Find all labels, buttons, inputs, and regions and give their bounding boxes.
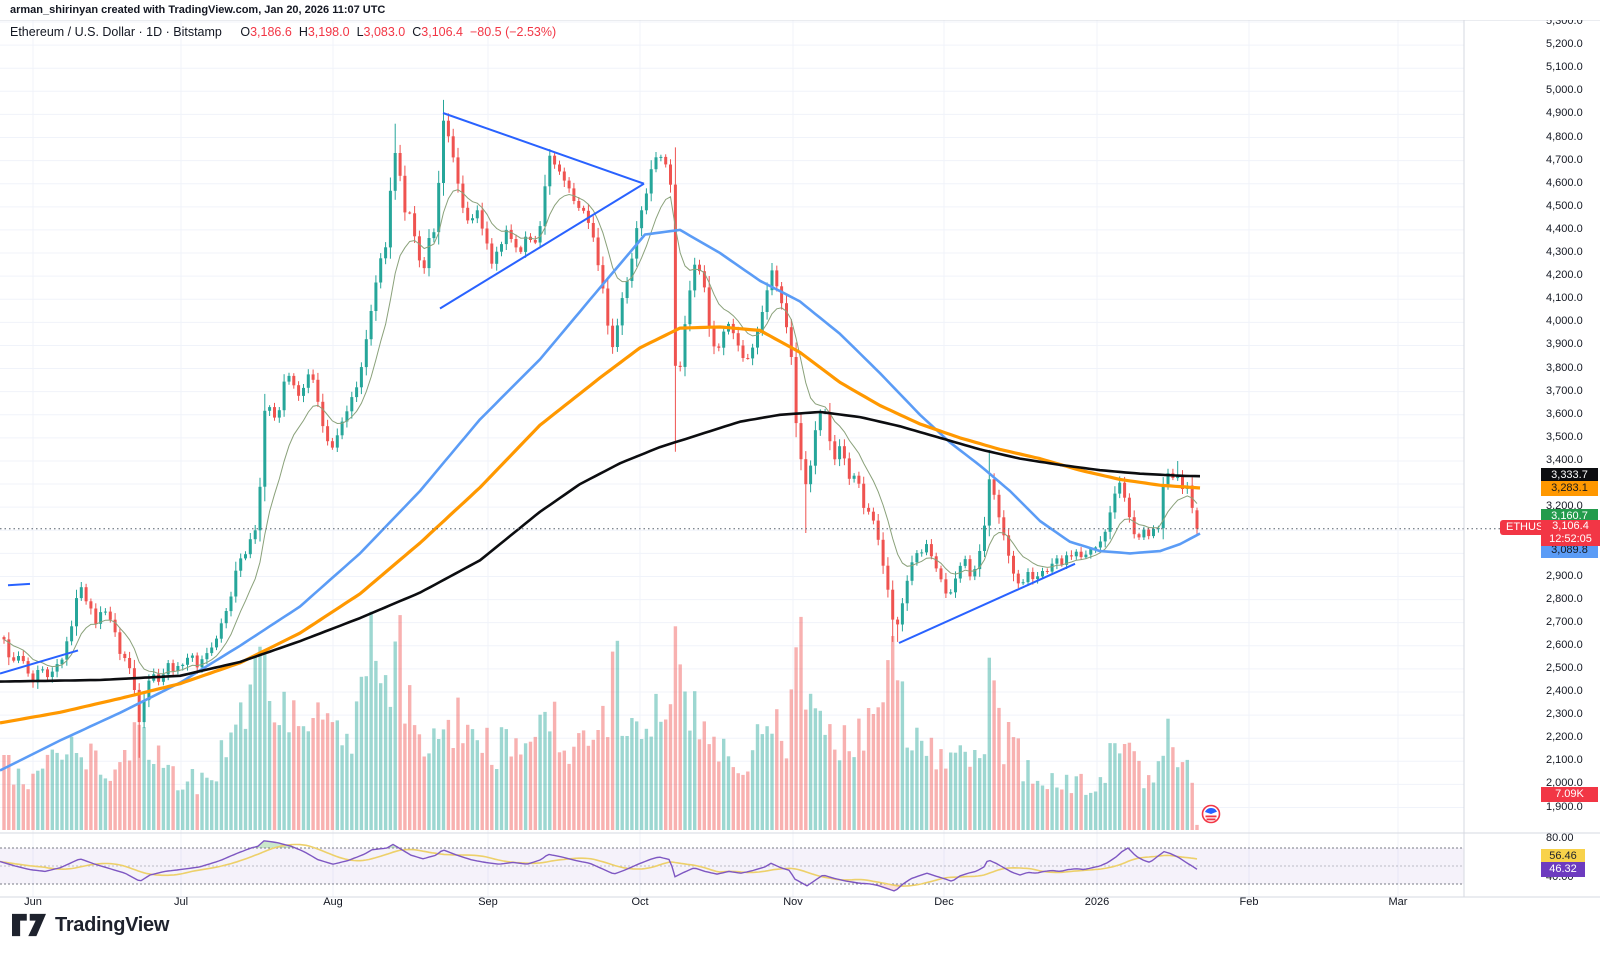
close-value: 3,106.4	[421, 25, 463, 39]
low-value: 3,083.0	[363, 25, 406, 39]
time-tick-label-dec: Dec	[934, 896, 954, 908]
price-tick-label: 4,700.0	[1546, 153, 1583, 166]
high-value: 3,198.0	[307, 25, 350, 39]
open-value: 3,186.6	[250, 25, 292, 39]
left-edge-segment-b	[7, 582, 31, 587]
time-tick-label-oct: Oct	[631, 896, 649, 908]
high-label: H	[298, 25, 308, 39]
time-tick-label-sep: Sep	[478, 896, 498, 908]
price-tick-label: 4,400.0	[1546, 222, 1583, 235]
close-label: C	[412, 25, 422, 39]
time-tick-label-mar: Mar	[1388, 896, 1408, 908]
price-tick-label: 2,100.0	[1546, 754, 1583, 767]
triangle-lower	[439, 182, 645, 310]
open-label: O	[240, 25, 251, 39]
current-price-value: 3,106.4	[1552, 520, 1589, 532]
ma-fast-price-label: 3,160.7	[1541, 508, 1598, 524]
ascending-support	[898, 562, 1076, 644]
price-tick-label: 3,500.0	[1546, 430, 1583, 443]
series-end-badge-icon	[1201, 804, 1221, 824]
rsi-tick-label: 80.00	[1546, 832, 1574, 844]
price-tick-label: 3,600.0	[1546, 407, 1583, 420]
price-tick-label: 5,000.0	[1546, 84, 1583, 97]
ma-50-price-label: 3,089.8	[1541, 542, 1598, 558]
price-tick-label: 3,700.0	[1546, 384, 1583, 397]
left-edge-segment-a	[0, 649, 79, 675]
price-tick-label: 4,000.0	[1546, 315, 1583, 328]
time-tick-label-aug: Aug	[323, 896, 343, 908]
price-tick-label: 3,900.0	[1546, 338, 1583, 351]
price-tick-label: 3,800.0	[1546, 361, 1583, 374]
price-tick-label: 4,500.0	[1546, 199, 1583, 212]
time-tick-label-jul: Jul	[173, 896, 189, 908]
price-tick-label: 4,800.0	[1546, 130, 1583, 143]
price-tick-label: 2,900.0	[1546, 569, 1583, 582]
price-tick-label: 4,200.0	[1546, 269, 1583, 282]
time-tick-label-nov: Nov	[783, 896, 803, 908]
ma-200-price-label: 3,333.7	[1541, 467, 1598, 483]
tradingview-logo[interactable]: TradingView	[12, 913, 169, 937]
price-tick-label: 5,100.0	[1546, 61, 1583, 74]
rsi-value-label: 46.32	[1541, 861, 1585, 877]
price-tick-label: 2,700.0	[1546, 615, 1583, 628]
price-tick-label: 2,200.0	[1546, 731, 1583, 744]
price-tick-label: 2,800.0	[1546, 592, 1583, 605]
low-label: L	[356, 25, 364, 39]
price-tick-label: 3,400.0	[1546, 454, 1583, 466]
bar-countdown: 12:52:05	[1549, 533, 1592, 545]
price-tick-label: 4,100.0	[1546, 292, 1583, 305]
price-tick-label: 2,000.0	[1546, 777, 1583, 790]
chart-legend: Ethereum / U.S. Dollar · 1D · Bitstamp O…	[10, 25, 556, 39]
price-tick-label: 2,600.0	[1546, 638, 1583, 651]
tradingview-wordmark: TradingView	[55, 913, 170, 936]
change-value: −80.5 (−2.53%)	[469, 25, 557, 39]
rsi-ma-value-label: 56.46	[1541, 848, 1585, 864]
current-price-label: 3,106.4 12:52:05	[1541, 520, 1600, 546]
price-tick-label: 4,300.0	[1546, 246, 1583, 258]
symbol-title[interactable]: Ethereum / U.S. Dollar · 1D · Bitstamp	[10, 25, 222, 39]
price-tick-label: 4,900.0	[1546, 107, 1583, 120]
attribution-text: arman_shirinyan created with TradingView…	[10, 4, 386, 16]
price-tick-label: 1,900.0	[1546, 800, 1583, 813]
volume-value-label: 7.09K	[1541, 786, 1598, 802]
price-tick-label: 5,200.0	[1546, 38, 1583, 51]
time-tick-label-feb: Feb	[1239, 896, 1259, 908]
price-tick-label: 4,600.0	[1546, 176, 1583, 189]
time-tick-label-2026: 2026	[1084, 896, 1110, 908]
price-tick-label: 2,500.0	[1546, 661, 1583, 674]
triangle-upper	[442, 112, 645, 185]
ohlc-readout: O3,186.6 H3,198.0 L3,083.0 C3,106.4 −80.5 (−…	[233, 25, 556, 39]
attribution-bar: arman_shirinyan created with TradingView…	[0, 0, 1600, 20]
time-tick-label-jun: Jun	[24, 896, 42, 908]
price-tick-label: 2,300.0	[1546, 708, 1583, 721]
price-tick-label: 2,400.0	[1546, 685, 1583, 697]
ma-100-price-label: 3,283.1	[1541, 480, 1598, 496]
tradingview-logo-icon	[12, 913, 46, 937]
